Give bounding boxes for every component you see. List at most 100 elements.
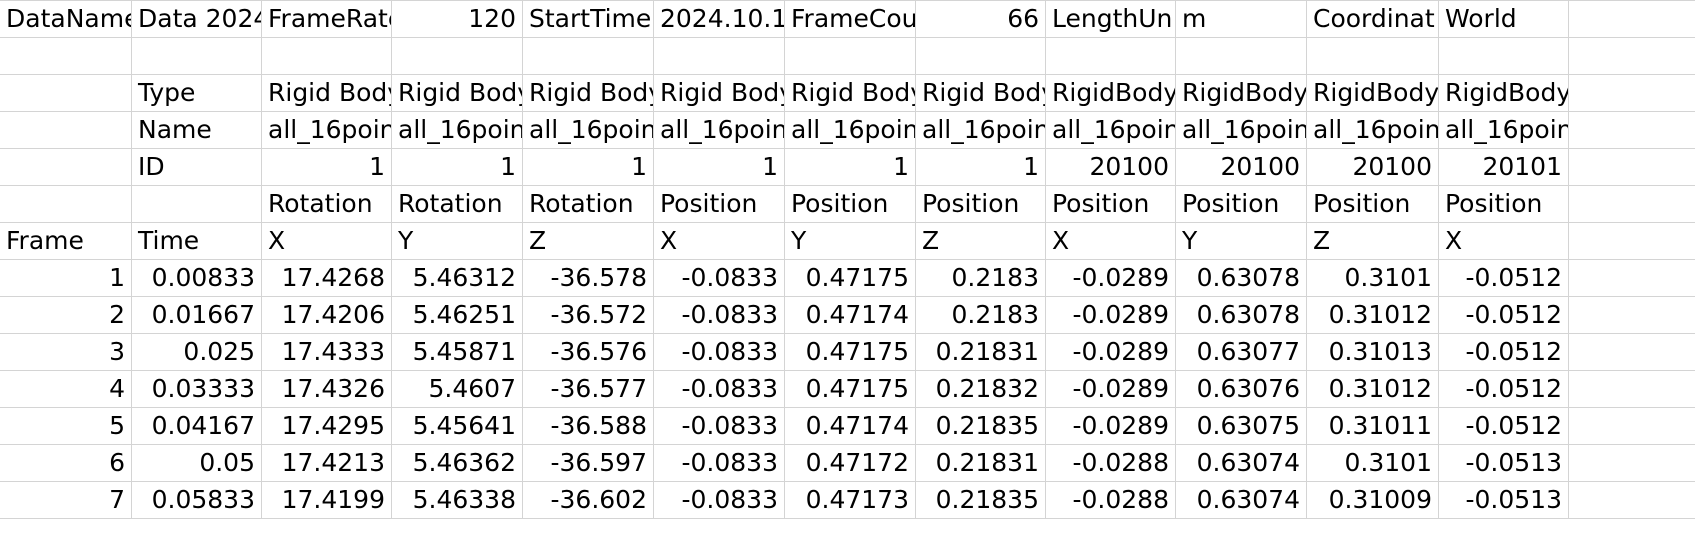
cell-r7-c3[interactable]: X bbox=[262, 223, 392, 260]
cell-r11-c1[interactable]: 4 bbox=[0, 371, 132, 408]
cell-r9-c7[interactable]: 0.47174 bbox=[785, 297, 916, 334]
cell-r14-c9[interactable]: -0.0288 bbox=[1046, 482, 1176, 519]
cell-r14-c5[interactable]: -36.602 bbox=[523, 482, 654, 519]
cell-r13-c10[interactable]: 0.63074 bbox=[1176, 445, 1307, 482]
cell-r9-c13[interactable] bbox=[1569, 297, 1695, 334]
cell-r4-c4[interactable]: all_16poin bbox=[392, 112, 523, 149]
cell-r10-c8[interactable]: 0.21831 bbox=[916, 334, 1046, 371]
cell-r1-c10[interactable]: m bbox=[1176, 1, 1307, 38]
cell-r13-c9[interactable]: -0.0288 bbox=[1046, 445, 1176, 482]
cell-r12-c10[interactable]: 0.63075 bbox=[1176, 408, 1307, 445]
cell-r9-c5[interactable]: -36.572 bbox=[523, 297, 654, 334]
cell-r10-c10[interactable]: 0.63077 bbox=[1176, 334, 1307, 371]
cell-r9-c3[interactable]: 17.4206 bbox=[262, 297, 392, 334]
cell-r2-c11[interactable] bbox=[1307, 38, 1439, 75]
cell-r7-c11[interactable]: Z bbox=[1307, 223, 1439, 260]
cell-r14-c4[interactable]: 5.46338 bbox=[392, 482, 523, 519]
cell-r2-c2[interactable] bbox=[132, 38, 262, 75]
cell-r12-c6[interactable]: -0.0833 bbox=[654, 408, 785, 445]
cell-r5-c12[interactable]: 20101 bbox=[1439, 149, 1569, 186]
cell-r8-c3[interactable]: 17.4268 bbox=[262, 260, 392, 297]
cell-r11-c10[interactable]: 0.63076 bbox=[1176, 371, 1307, 408]
cell-r9-c1[interactable]: 2 bbox=[0, 297, 132, 334]
cell-r5-c8[interactable]: 1 bbox=[916, 149, 1046, 186]
cell-r6-c12[interactable]: Position bbox=[1439, 186, 1569, 223]
cell-r2-c12[interactable] bbox=[1439, 38, 1569, 75]
cell-r3-c9[interactable]: RigidBody bbox=[1046, 75, 1176, 112]
cell-r4-c9[interactable]: all_16poin bbox=[1046, 112, 1176, 149]
cell-r7-c10[interactable]: Y bbox=[1176, 223, 1307, 260]
cell-r6-c8[interactable]: Position bbox=[916, 186, 1046, 223]
cell-r1-c1[interactable]: DataName bbox=[0, 1, 132, 38]
cell-r1-c4[interactable]: 120 bbox=[392, 1, 523, 38]
cell-r2-c6[interactable] bbox=[654, 38, 785, 75]
cell-r11-c11[interactable]: 0.31012 bbox=[1307, 371, 1439, 408]
cell-r5-c7[interactable]: 1 bbox=[785, 149, 916, 186]
cell-r7-c7[interactable]: Y bbox=[785, 223, 916, 260]
cell-r12-c3[interactable]: 17.4295 bbox=[262, 408, 392, 445]
cell-r8-c13[interactable] bbox=[1569, 260, 1695, 297]
cell-r3-c12[interactable]: RigidBody bbox=[1439, 75, 1569, 112]
cell-r14-c2[interactable]: 0.05833 bbox=[132, 482, 262, 519]
cell-r11-c9[interactable]: -0.0289 bbox=[1046, 371, 1176, 408]
cell-r3-c3[interactable]: Rigid Body bbox=[262, 75, 392, 112]
cell-r8-c9[interactable]: -0.0289 bbox=[1046, 260, 1176, 297]
cell-r5-c3[interactable]: 1 bbox=[262, 149, 392, 186]
cell-r8-c1[interactable]: 1 bbox=[0, 260, 132, 297]
cell-r2-c8[interactable] bbox=[916, 38, 1046, 75]
cell-r5-c6[interactable]: 1 bbox=[654, 149, 785, 186]
cell-r1-c8[interactable]: 66 bbox=[916, 1, 1046, 38]
cell-r13-c8[interactable]: 0.21831 bbox=[916, 445, 1046, 482]
cell-r7-c8[interactable]: Z bbox=[916, 223, 1046, 260]
cell-r14-c10[interactable]: 0.63074 bbox=[1176, 482, 1307, 519]
cell-r1-c11[interactable]: Coordinat bbox=[1307, 1, 1439, 38]
cell-r1-c7[interactable]: FrameCou bbox=[785, 1, 916, 38]
cell-r13-c12[interactable]: -0.0513 bbox=[1439, 445, 1569, 482]
cell-r12-c9[interactable]: -0.0289 bbox=[1046, 408, 1176, 445]
cell-r2-c10[interactable] bbox=[1176, 38, 1307, 75]
cell-r3-c5[interactable]: Rigid Body bbox=[523, 75, 654, 112]
cell-r4-c5[interactable]: all_16poin bbox=[523, 112, 654, 149]
cell-r11-c4[interactable]: 5.4607 bbox=[392, 371, 523, 408]
cell-r11-c12[interactable]: -0.0512 bbox=[1439, 371, 1569, 408]
cell-r13-c11[interactable]: 0.3101 bbox=[1307, 445, 1439, 482]
cell-r3-c1[interactable] bbox=[0, 75, 132, 112]
cell-r2-c4[interactable] bbox=[392, 38, 523, 75]
cell-r6-c3[interactable]: Rotation bbox=[262, 186, 392, 223]
cell-r11-c3[interactable]: 17.4326 bbox=[262, 371, 392, 408]
cell-r10-c6[interactable]: -0.0833 bbox=[654, 334, 785, 371]
cell-r3-c8[interactable]: Rigid Body bbox=[916, 75, 1046, 112]
cell-r9-c11[interactable]: 0.31012 bbox=[1307, 297, 1439, 334]
cell-r7-c9[interactable]: X bbox=[1046, 223, 1176, 260]
cell-r10-c12[interactable]: -0.0512 bbox=[1439, 334, 1569, 371]
cell-r13-c13[interactable] bbox=[1569, 445, 1695, 482]
cell-r5-c1[interactable] bbox=[0, 149, 132, 186]
cell-r10-c13[interactable] bbox=[1569, 334, 1695, 371]
cell-r4-c1[interactable] bbox=[0, 112, 132, 149]
cell-r4-c11[interactable]: all_16poin bbox=[1307, 112, 1439, 149]
cell-r6-c1[interactable] bbox=[0, 186, 132, 223]
cell-r13-c5[interactable]: -36.597 bbox=[523, 445, 654, 482]
cell-r8-c5[interactable]: -36.578 bbox=[523, 260, 654, 297]
cell-r1-c6[interactable]: 2024.10.1 bbox=[654, 1, 785, 38]
cell-r13-c2[interactable]: 0.05 bbox=[132, 445, 262, 482]
cell-r12-c11[interactable]: 0.31011 bbox=[1307, 408, 1439, 445]
cell-r9-c2[interactable]: 0.01667 bbox=[132, 297, 262, 334]
cell-r10-c9[interactable]: -0.0289 bbox=[1046, 334, 1176, 371]
cell-r3-c13[interactable] bbox=[1569, 75, 1695, 112]
cell-r1-c5[interactable]: StartTime bbox=[523, 1, 654, 38]
cell-r11-c6[interactable]: -0.0833 bbox=[654, 371, 785, 408]
cell-r11-c8[interactable]: 0.21832 bbox=[916, 371, 1046, 408]
cell-r8-c7[interactable]: 0.47175 bbox=[785, 260, 916, 297]
cell-r6-c7[interactable]: Position bbox=[785, 186, 916, 223]
cell-r8-c4[interactable]: 5.46312 bbox=[392, 260, 523, 297]
cell-r14-c12[interactable]: -0.0513 bbox=[1439, 482, 1569, 519]
cell-r8-c8[interactable]: 0.2183 bbox=[916, 260, 1046, 297]
cell-r4-c6[interactable]: all_16poin bbox=[654, 112, 785, 149]
cell-r3-c4[interactable]: Rigid Body bbox=[392, 75, 523, 112]
cell-r7-c2[interactable]: Time bbox=[132, 223, 262, 260]
cell-r4-c3[interactable]: all_16poin bbox=[262, 112, 392, 149]
cell-r5-c13[interactable] bbox=[1569, 149, 1695, 186]
cell-r3-c6[interactable]: Rigid Body bbox=[654, 75, 785, 112]
cell-r2-c7[interactable] bbox=[785, 38, 916, 75]
